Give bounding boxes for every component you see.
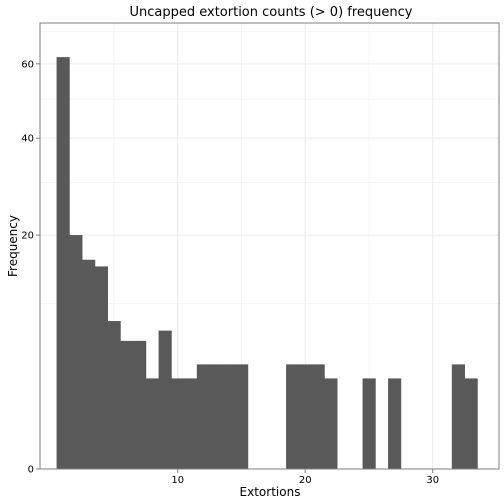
y-tick-label: 20 [21,231,34,242]
histogram-bar [120,340,134,469]
histogram-bar [451,364,465,469]
x-tick-label: 30 [426,475,439,486]
histogram-bar [196,364,210,469]
x-axis-label: Extortions [240,485,301,499]
x-tick-label: 10 [171,475,184,486]
histogram-bar [171,378,185,469]
histogram-bar [222,364,236,469]
histogram-bar [82,259,96,469]
histogram-bar [235,364,249,469]
plot-border [39,22,500,470]
histogram-bar [209,364,223,469]
histogram-bar [56,57,70,470]
bars [56,57,478,470]
histogram-bar [69,235,83,469]
histogram-bar [286,364,300,469]
histogram-bar [388,378,402,469]
histogram-bar [324,378,338,469]
x-tick-label: 20 [299,475,312,486]
y-axis-label: Frequency [6,215,20,277]
histogram-bar [298,364,312,469]
y-tick-label: 0 [28,465,34,476]
histogram-bar [158,330,172,469]
histogram-bar [464,378,478,469]
histogram-bar [184,378,198,469]
y-tick-label: 40 [21,134,34,145]
histogram-bar [311,364,325,469]
y-tick-label: 60 [21,59,34,70]
histogram-bar [362,378,376,469]
histogram-bar [107,321,121,469]
histogram-bar [94,266,108,469]
axis-ticks: 10 20 30 0 20 40 60 [21,59,439,486]
histogram-bar [145,378,159,469]
histogram-bar [133,340,147,469]
chart-title: Uncapped extortion counts (> 0) frequenc… [129,5,412,20]
